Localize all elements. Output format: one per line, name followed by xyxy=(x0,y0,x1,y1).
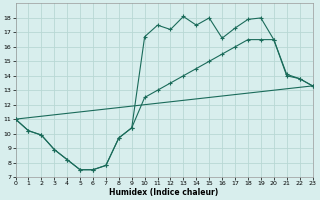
X-axis label: Humidex (Indice chaleur): Humidex (Indice chaleur) xyxy=(109,188,219,197)
